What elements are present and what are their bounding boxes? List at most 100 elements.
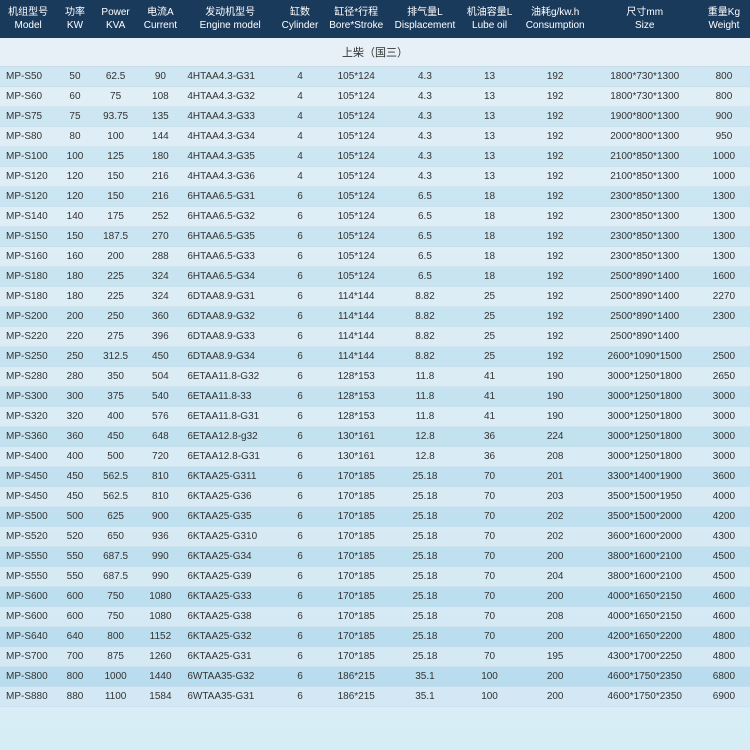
cell: 450 xyxy=(56,467,94,487)
cell: 6KTAA25-G36 xyxy=(183,487,277,507)
cell: 114*144 xyxy=(323,327,390,347)
cell: 2300*850*1300 xyxy=(592,207,698,227)
cell: 105*124 xyxy=(323,227,390,247)
cell: 6 xyxy=(277,627,323,647)
cell: 3300*1400*1900 xyxy=(592,467,698,487)
cell: 4500 xyxy=(698,547,750,567)
cell: 170*185 xyxy=(323,507,390,527)
cell: 2300*850*1300 xyxy=(592,227,698,247)
cell: 6 xyxy=(277,187,323,207)
cell: 312.5 xyxy=(94,347,138,367)
cell: 170*185 xyxy=(323,487,390,507)
cell: 900 xyxy=(137,507,183,527)
cell: MP-S75 xyxy=(0,107,56,127)
cell: 6 xyxy=(277,587,323,607)
table-row: MP-S3603604506486ETAA12.8-g326130*16112.… xyxy=(0,427,750,447)
cell: 1000 xyxy=(698,147,750,167)
cell: 203 xyxy=(519,487,592,507)
cell: 4 xyxy=(277,147,323,167)
cell: 550 xyxy=(56,547,94,567)
cell: 41 xyxy=(460,387,518,407)
cell: 576 xyxy=(137,407,183,427)
cell: 192 xyxy=(519,67,592,87)
cell: 192 xyxy=(519,227,592,247)
table-row: MP-S800800100014406WTAA35-G326186*21535.… xyxy=(0,667,750,687)
cell: 8.82 xyxy=(390,347,461,367)
cell: 192 xyxy=(519,107,592,127)
cell: 900 xyxy=(698,107,750,127)
cell: 2650 xyxy=(698,367,750,387)
col-header-en: Lube oil xyxy=(462,19,516,32)
cell: 220 xyxy=(56,327,94,347)
cell: 3000 xyxy=(698,387,750,407)
cell: 6 xyxy=(277,447,323,467)
table-row: MP-S60060075010806KTAA25-G386170*18525.1… xyxy=(0,607,750,627)
cell: 180 xyxy=(56,287,94,307)
cell: 320 xyxy=(56,407,94,427)
cell: 216 xyxy=(137,167,183,187)
cell: 6HTAA6.5-G34 xyxy=(183,267,277,287)
cell: 150 xyxy=(94,187,138,207)
cell: 3000 xyxy=(698,427,750,447)
cell: 114*144 xyxy=(323,287,390,307)
cell: 875 xyxy=(94,647,138,667)
col-header-9: 油耗g/kw.hConsumption xyxy=(519,0,592,38)
cell: 192 xyxy=(519,247,592,267)
cell: 6 xyxy=(277,647,323,667)
cell: 6 xyxy=(277,387,323,407)
cell: 41 xyxy=(460,407,518,427)
cell: 6HTAA6.5-G33 xyxy=(183,247,277,267)
cell: MP-S550 xyxy=(0,567,56,587)
cell: 6 xyxy=(277,267,323,287)
col-header-en: Size xyxy=(594,19,696,32)
cell: 6KTAA25-G311 xyxy=(183,467,277,487)
cell: 25.18 xyxy=(390,647,461,667)
cell: 192 xyxy=(519,147,592,167)
cell: 4HTAA4.3-G33 xyxy=(183,107,277,127)
cell: 200 xyxy=(519,687,592,707)
cell: MP-S250 xyxy=(0,347,56,367)
cell: MP-S150 xyxy=(0,227,56,247)
cell: 1300 xyxy=(698,227,750,247)
cell: 3000 xyxy=(698,407,750,427)
cell: 170*185 xyxy=(323,587,390,607)
cell: 640 xyxy=(56,627,94,647)
cell: 6ETAA12.8-g32 xyxy=(183,427,277,447)
cell: 648 xyxy=(137,427,183,447)
cell: 2600*1090*1500 xyxy=(592,347,698,367)
cell: 2300 xyxy=(698,307,750,327)
cell: 6ETAA11.8-33 xyxy=(183,387,277,407)
cell: 4.3 xyxy=(390,167,461,187)
cell: 18 xyxy=(460,187,518,207)
cell: 375 xyxy=(94,387,138,407)
cell: 2500*890*1400 xyxy=(592,327,698,347)
cell: 2100*850*1300 xyxy=(592,167,698,187)
col-header-en: KVA xyxy=(96,19,136,32)
cell: 186*215 xyxy=(323,687,390,707)
cell: 144 xyxy=(137,127,183,147)
cell: 800 xyxy=(94,627,138,647)
cell: 170*185 xyxy=(323,467,390,487)
cell: 288 xyxy=(137,247,183,267)
cell: 140 xyxy=(56,207,94,227)
cell: 11.8 xyxy=(390,407,461,427)
cell: 192 xyxy=(519,287,592,307)
cell: MP-S180 xyxy=(0,267,56,287)
cell: MP-S700 xyxy=(0,647,56,667)
cell: 105*124 xyxy=(323,247,390,267)
col-header-2: PowerKVA xyxy=(94,0,138,38)
cell: 1152 xyxy=(137,627,183,647)
cell: 4HTAA4.3-G36 xyxy=(183,167,277,187)
table-row: MP-S150150187.52706HTAA6.5-G356105*1246.… xyxy=(0,227,750,247)
cell: 6 xyxy=(277,367,323,387)
table-row: MP-S550550687.59906KTAA25-G396170*18525.… xyxy=(0,567,750,587)
cell: 170*185 xyxy=(323,607,390,627)
table-row: MP-S2202202753966DTAA8.9-G336114*1448.82… xyxy=(0,327,750,347)
cell: 3500*1500*2000 xyxy=(592,507,698,527)
cell: MP-S800 xyxy=(0,667,56,687)
cell: 130*161 xyxy=(323,447,390,467)
cell: 6.5 xyxy=(390,187,461,207)
table-row: MP-S450450562.58106KTAA25-G3116170*18525… xyxy=(0,467,750,487)
cell: 160 xyxy=(56,247,94,267)
cell: 70 xyxy=(460,527,518,547)
